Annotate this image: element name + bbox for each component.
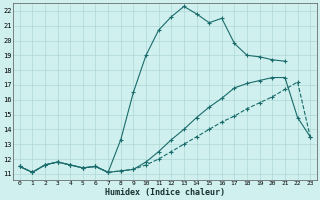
X-axis label: Humidex (Indice chaleur): Humidex (Indice chaleur) <box>105 188 225 197</box>
